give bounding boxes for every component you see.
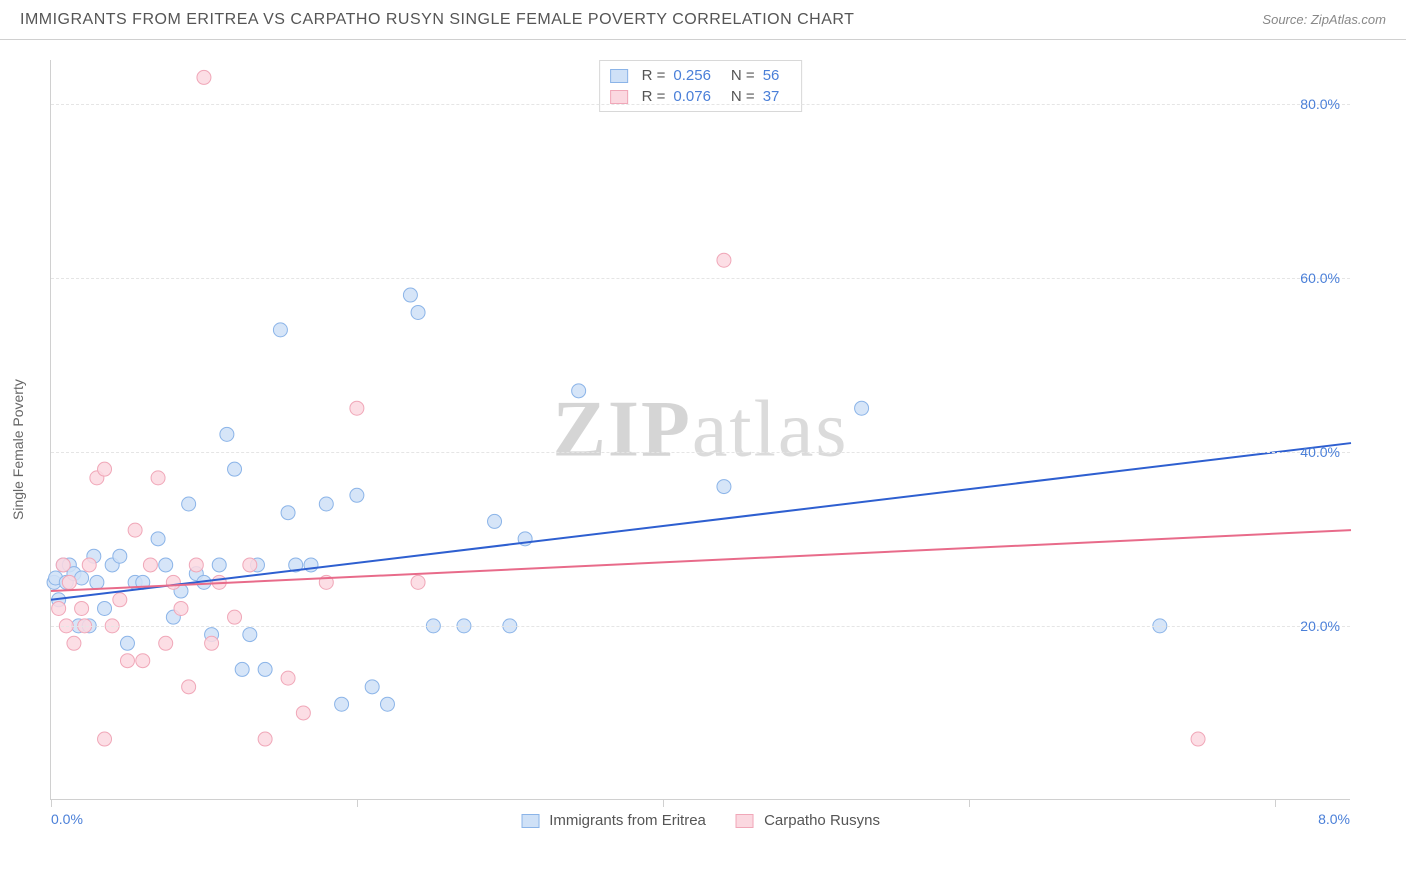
legend-item-carpatho: Carpatho Rusyns [736, 812, 880, 829]
data-point-carpatho [281, 671, 295, 685]
data-point-eritrea [113, 549, 127, 563]
data-point-carpatho [159, 636, 173, 650]
chart-svg [51, 60, 1350, 799]
r-value-carpatho: 0.076 [673, 88, 711, 105]
data-point-carpatho [411, 575, 425, 589]
legend-swatch-eritrea-b [521, 814, 539, 828]
data-point-eritrea [380, 697, 394, 711]
n-label: N = [731, 88, 755, 105]
legend-swatch-eritrea [610, 69, 628, 83]
n-value-eritrea: 56 [763, 67, 780, 84]
data-point-eritrea [855, 401, 869, 415]
data-point-eritrea [411, 305, 425, 319]
legend-swatch-carpatho [610, 90, 628, 104]
data-point-eritrea [319, 497, 333, 511]
legend-item-eritrea: Immigrants from Eritrea [521, 812, 706, 829]
chart-title: IMMIGRANTS FROM ERITREA VS CARPATHO RUSY… [20, 11, 854, 29]
data-point-eritrea [220, 427, 234, 441]
data-point-carpatho [98, 732, 112, 746]
r-label: R = [642, 67, 666, 84]
data-point-carpatho [75, 601, 89, 615]
x-tick [51, 799, 52, 807]
r-label: R = [642, 88, 666, 105]
data-point-carpatho [296, 706, 310, 720]
data-point-eritrea [258, 662, 272, 676]
data-point-carpatho [174, 601, 188, 615]
gridline [51, 626, 1350, 627]
data-point-eritrea [572, 384, 586, 398]
x-tick-max: 8.0% [1318, 811, 1350, 827]
data-point-carpatho [52, 601, 66, 615]
data-point-carpatho [56, 558, 70, 572]
y-axis-label: Single Female Poverty [10, 379, 26, 520]
x-tick-min: 0.0% [51, 811, 83, 827]
gridline [51, 104, 1350, 105]
n-value-carpatho: 37 [763, 88, 780, 105]
x-tick [663, 799, 664, 807]
y-tick-label: 40.0% [1300, 444, 1340, 460]
data-point-eritrea [159, 558, 173, 572]
trend-line-eritrea [51, 443, 1351, 600]
data-point-carpatho [128, 523, 142, 537]
data-point-carpatho [62, 575, 76, 589]
legend-swatch-carpatho-b [736, 814, 754, 828]
data-point-carpatho [151, 471, 165, 485]
plot-area: ZIPatlas R = 0.256 N = 56 R = 0.076 N = … [50, 60, 1350, 800]
data-point-eritrea [90, 575, 104, 589]
data-point-eritrea [212, 558, 226, 572]
data-point-carpatho [82, 558, 96, 572]
data-point-eritrea [717, 480, 731, 494]
data-point-eritrea [488, 514, 502, 528]
data-point-eritrea [365, 680, 379, 694]
series-legend: Immigrants from Eritrea Carpatho Rusyns [521, 812, 880, 829]
data-point-carpatho [228, 610, 242, 624]
data-point-eritrea [403, 288, 417, 302]
y-tick-label: 80.0% [1300, 96, 1340, 112]
data-point-carpatho [120, 654, 134, 668]
x-tick [969, 799, 970, 807]
data-point-eritrea [120, 636, 134, 650]
data-point-eritrea [243, 628, 257, 642]
data-point-carpatho [166, 575, 180, 589]
data-point-eritrea [151, 532, 165, 546]
data-point-eritrea [228, 462, 242, 476]
data-point-carpatho [143, 558, 157, 572]
legend-row-eritrea: R = 0.256 N = 56 [610, 65, 792, 86]
source-name: ZipAtlas.com [1311, 12, 1386, 27]
legend-label-eritrea: Immigrants from Eritrea [549, 812, 706, 829]
data-point-carpatho [197, 70, 211, 84]
legend-label-carpatho: Carpatho Rusyns [764, 812, 880, 829]
source-label: Source: [1262, 12, 1307, 27]
data-point-carpatho [258, 732, 272, 746]
data-point-carpatho [350, 401, 364, 415]
data-point-carpatho [205, 636, 219, 650]
chart-header: IMMIGRANTS FROM ERITREA VS CARPATHO RUSY… [0, 0, 1406, 40]
x-tick [1275, 799, 1276, 807]
y-tick-label: 60.0% [1300, 270, 1340, 286]
data-point-carpatho [98, 462, 112, 476]
data-point-carpatho [717, 253, 731, 267]
data-point-carpatho [113, 593, 127, 607]
data-point-eritrea [182, 497, 196, 511]
gridline [51, 278, 1350, 279]
data-point-carpatho [1191, 732, 1205, 746]
data-point-carpatho [136, 654, 150, 668]
y-tick-label: 20.0% [1300, 618, 1340, 634]
r-value-eritrea: 0.256 [673, 67, 711, 84]
data-point-carpatho [67, 636, 81, 650]
data-point-eritrea [335, 697, 349, 711]
data-point-carpatho [243, 558, 257, 572]
data-point-eritrea [281, 506, 295, 520]
data-point-eritrea [350, 488, 364, 502]
data-point-carpatho [189, 558, 203, 572]
x-tick [357, 799, 358, 807]
n-label: N = [731, 67, 755, 84]
data-point-eritrea [273, 323, 287, 337]
source-attribution: Source: ZipAtlas.com [1262, 12, 1386, 27]
data-point-eritrea [235, 662, 249, 676]
gridline [51, 452, 1350, 453]
data-point-carpatho [182, 680, 196, 694]
data-point-eritrea [98, 601, 112, 615]
